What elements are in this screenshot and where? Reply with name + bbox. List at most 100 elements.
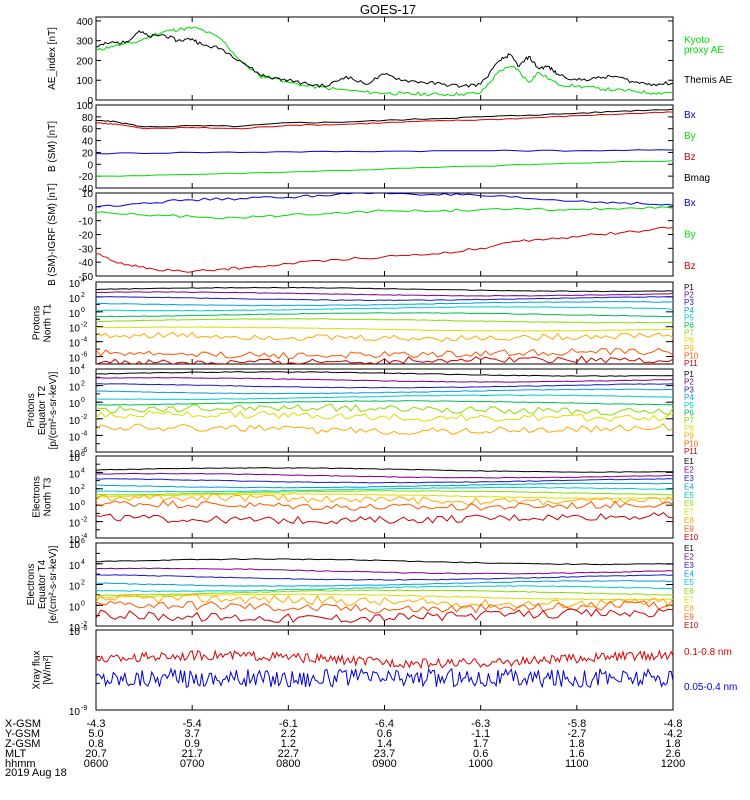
y-tick-label: 10 — [69, 294, 81, 305]
plot-frame — [95, 629, 674, 711]
y-tick-exponent: 4 — [81, 467, 85, 474]
y-tick-exponent: -2 — [81, 322, 87, 329]
y-tick-label: 10 — [69, 469, 81, 480]
y-tick-label: 20 — [82, 148, 94, 159]
y-tick-label: -40 — [79, 184, 94, 195]
y-tick-exponent: -4 — [81, 430, 87, 437]
y-tick-exponent: 6 — [81, 538, 85, 545]
date-label: 2019 Aug 18 — [5, 767, 67, 779]
legend-entry: P1 — [684, 283, 694, 292]
legend-entry: E9 — [684, 525, 694, 534]
orbit-value: -4.3 — [87, 718, 106, 730]
series-line-by — [96, 206, 673, 220]
y-tick-exponent: -6 — [81, 352, 87, 359]
orbit-value: 2.2 — [281, 728, 296, 740]
series-line-p11 — [96, 355, 673, 364]
y-axis-label: AE_index [nT] — [47, 27, 58, 90]
y-axis-label: [W/m²] — [43, 655, 54, 685]
series-line-e1 — [96, 467, 673, 473]
y-tick-label: 10 — [69, 279, 81, 290]
legend-entry: E4 — [684, 570, 694, 579]
legend-entry: P2 — [684, 378, 694, 387]
y-tick-label: 100 — [76, 101, 93, 112]
legend-entry: E8 — [684, 516, 694, 525]
series-group — [96, 286, 673, 364]
series-group — [96, 467, 673, 525]
panel-bigrf: -50 -40 -30 -20 -10 0 10 B (SM)-IGRF (SM) [nT] B… — [47, 183, 696, 286]
y-tick-label: 10 — [69, 339, 81, 350]
plot-frame — [95, 542, 674, 627]
series-line-kyoto-proxy-ae — [96, 26, 673, 97]
legend-entry: Bx — [684, 110, 696, 121]
y-tick-exponent: 0 — [81, 500, 85, 507]
series-line-e1 — [96, 558, 673, 566]
legend-entry: P10 — [684, 351, 699, 360]
orbit-value: 0800 — [276, 758, 300, 770]
y-tick-exponent: 2 — [81, 484, 85, 491]
legend-entry: E7 — [684, 595, 694, 604]
orbit-value: 21.7 — [181, 748, 202, 760]
y-tick-label: 10 — [69, 449, 81, 460]
y-tick-label: 10 — [69, 502, 81, 513]
y-tick-exponent: 4 — [81, 277, 85, 284]
series-line-p2 — [96, 376, 673, 383]
y-tick-exponent: -4 — [81, 533, 87, 540]
y-tick-label: 10 — [69, 486, 81, 497]
series-line-e7 — [96, 493, 673, 500]
orbit-value: 1.2 — [281, 738, 296, 750]
series-line-e7 — [96, 593, 673, 601]
y-tick-exponent: -4 — [81, 337, 87, 344]
orbit-value: 0900 — [372, 758, 396, 770]
y-tick-label: 0 — [87, 96, 93, 107]
y-tick-label: 10 — [69, 432, 81, 443]
y-tick-label: -50 — [79, 272, 94, 283]
orbit-value: 3.7 — [185, 728, 200, 740]
orbit-row-hhmm: hhmm 0600 0700 0800 0900 1000 1100 1200 — [5, 758, 685, 770]
legend-entry: Kyoto — [684, 35, 710, 46]
orbit-value: -5.4 — [183, 718, 202, 730]
series-line-by — [96, 160, 673, 177]
y-tick-exponent: 2 — [81, 580, 85, 587]
series-line-e9 — [96, 600, 673, 614]
y-axis-label: Xray flux — [32, 651, 43, 690]
legend-entry: P6 — [684, 409, 694, 418]
y-tick-label: 10 — [69, 383, 81, 394]
series-line-p10 — [96, 347, 673, 360]
orbit-value: 0.9 — [185, 738, 200, 750]
y-tick-label: 10 — [69, 399, 81, 410]
orbit-row-y-gsm: Y-GSM 5.0 3.7 2.2 0.6 -1.1 -2.7 -4.2 — [5, 728, 682, 740]
series-line-p2 — [96, 291, 673, 297]
series-line-p3 — [96, 383, 673, 389]
y-tick-label: 10 — [69, 535, 81, 546]
orbit-value: -1.1 — [471, 728, 490, 740]
series-group — [96, 558, 673, 623]
y-tick-label: 10 — [69, 309, 81, 320]
series-line-e2 — [96, 472, 673, 479]
series-line-p5 — [96, 394, 673, 401]
y-tick-label: 10 — [69, 623, 81, 634]
legend-entry: E1 — [684, 457, 694, 466]
series-line-e3 — [96, 574, 673, 581]
orbit-value: 1.8 — [569, 738, 584, 750]
series-group — [96, 649, 673, 689]
series-line-p3 — [96, 296, 673, 302]
orbit-row-z-gsm: Z-GSM 0.8 0.9 1.2 1.4 1.7 1.8 1.8 — [5, 738, 681, 750]
legend-entry: proxy AE — [684, 45, 724, 56]
y-axis-label: North T3 — [43, 477, 54, 516]
legend-entry: E9 — [684, 612, 694, 621]
y-axis-label: Equator T2 — [37, 385, 48, 435]
legend-entry: E2 — [684, 465, 694, 474]
legend-entry: P7 — [684, 416, 694, 425]
plot-frame — [95, 104, 674, 189]
legend-entry: Bz — [684, 152, 696, 163]
series-line-e3 — [96, 478, 673, 484]
series-group — [96, 26, 673, 97]
legend-entry: P11 — [684, 359, 698, 368]
orbit-value: 0.6 — [473, 748, 488, 760]
y-tick-label: 400 — [76, 17, 93, 28]
y-tick-label: 100 — [76, 76, 93, 87]
